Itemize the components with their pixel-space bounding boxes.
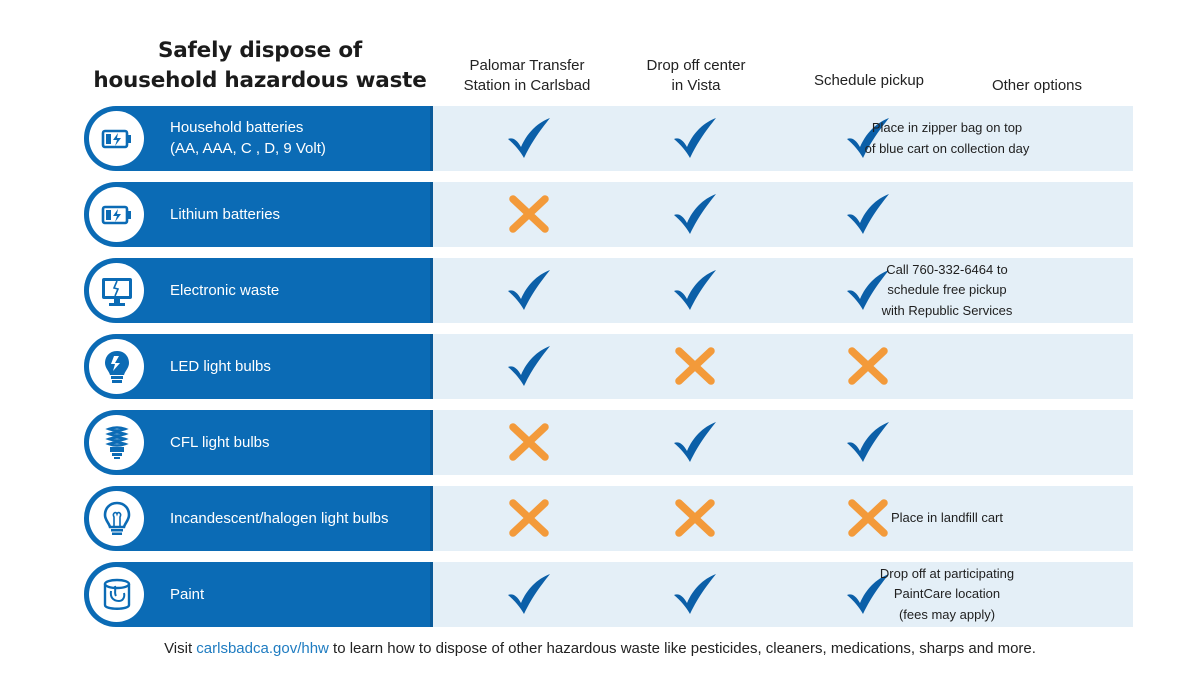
other-option-line: of blue cart on collection day xyxy=(864,140,1030,156)
other-option-line: PaintCare location xyxy=(893,586,1001,602)
column-header-line: Other options xyxy=(991,77,1083,94)
row-header: Paint xyxy=(84,562,433,627)
footer-prefix: Visit xyxy=(164,640,197,657)
check-icon xyxy=(671,571,719,617)
other-option-line: (fees may apply) xyxy=(898,606,996,622)
row-header: CFL light bulbs xyxy=(84,410,433,475)
row-label-line: CFL light bulbs xyxy=(170,434,270,451)
check-icon xyxy=(671,419,719,465)
row-label: Incandescent/halogen light bulbs xyxy=(170,508,389,529)
column-header-palomar: Palomar Transfer Station in Carlsbad xyxy=(442,56,612,96)
footer-note: Visit carlsbadca.gov/hhw to learn how to… xyxy=(0,640,1200,657)
title-line-2: household hazardous waste xyxy=(93,68,427,93)
cross-icon xyxy=(844,495,892,541)
check-icon xyxy=(505,115,553,161)
cross-icon xyxy=(844,343,892,389)
cfl-bulb-icon xyxy=(89,415,144,470)
row-header: Incandescent/halogen light bulbs xyxy=(84,486,433,551)
cross-icon xyxy=(671,495,719,541)
cross-icon xyxy=(671,343,719,389)
row-panel xyxy=(433,486,1133,551)
column-header-line: Station in Carlsbad xyxy=(463,77,591,94)
other-option-text: Call 760-332-6464 to schedule free pickup… xyxy=(852,260,1042,322)
other-option-text: Drop off at participating PaintCare locat… xyxy=(852,564,1042,626)
table-row: CFL light bulbs xyxy=(84,410,1133,475)
battery-icon xyxy=(89,111,144,166)
row-header: Electronic waste xyxy=(84,258,433,323)
row-label: Paint xyxy=(170,584,204,605)
column-header-other: Other options xyxy=(952,76,1122,96)
row-label: Household batteries (AA, AAA, C , D, 9 Vo… xyxy=(170,117,326,159)
table-row: Electronic waste xyxy=(84,258,1133,323)
row-panel xyxy=(433,334,1133,399)
cross-icon xyxy=(505,191,553,237)
row-panel xyxy=(433,410,1133,475)
check-icon xyxy=(844,571,892,617)
battery-icon xyxy=(89,187,144,242)
row-panel xyxy=(433,182,1133,247)
other-option-line: with Republic Services xyxy=(881,302,1013,318)
table-row: Incandescent/halogen light bulbs xyxy=(84,486,1133,551)
page-title: Safely dispose of household hazardous wa… xyxy=(85,36,435,96)
monitor-icon xyxy=(89,263,144,318)
row-header: Lithium batteries xyxy=(84,182,433,247)
row-panel xyxy=(433,106,1133,171)
cross-icon xyxy=(505,495,553,541)
table-row: Household batteries (AA, AAA, C , D, 9 Vo… xyxy=(84,106,1133,171)
other-option-line: schedule free pickup xyxy=(887,282,1007,298)
row-header: LED light bulbs xyxy=(84,334,433,399)
row-panel xyxy=(433,258,1133,323)
table-row: Lithium batteries xyxy=(84,182,1133,247)
column-header-line: Drop off center xyxy=(646,57,746,74)
other-option-line: Place in landfill cart xyxy=(891,510,1003,526)
title-line-1: Safely dispose of xyxy=(157,38,363,63)
incandescent-bulb-icon xyxy=(89,491,144,546)
column-header-vista: Drop off center in Vista xyxy=(611,56,781,96)
check-icon xyxy=(505,267,553,313)
row-panel xyxy=(433,562,1133,627)
row-label-line: Incandescent/halogen light bulbs xyxy=(170,510,389,527)
other-option-line: Place in zipper bag on top xyxy=(871,120,1023,135)
table-row: LED light bulbs xyxy=(84,334,1133,399)
row-label: CFL light bulbs xyxy=(170,432,270,453)
row-label: LED light bulbs xyxy=(170,356,271,377)
cross-icon xyxy=(505,419,553,465)
column-header-schedule: Schedule pickup xyxy=(784,71,954,91)
row-label-line: LED light bulbs xyxy=(170,358,271,375)
row-label-line: (AA, AAA, C , D, 9 Volt) xyxy=(170,140,326,157)
other-option-line: Call 760-332-6464 to xyxy=(886,261,1008,277)
check-icon xyxy=(505,571,553,617)
row-label-line: Electronic waste xyxy=(170,282,280,299)
check-icon xyxy=(671,267,719,313)
led-bulb-icon xyxy=(89,339,144,394)
paint-can-icon xyxy=(89,567,144,622)
footer-link[interactable]: carlsbadca.gov/hhw xyxy=(196,640,329,657)
other-option-text: Place in zipper bag on top of blue cart o… xyxy=(852,118,1042,159)
check-icon xyxy=(844,191,892,237)
footer-suffix: to learn how to dispose of other hazardo… xyxy=(328,640,1036,657)
check-icon xyxy=(671,191,719,237)
other-option-line: Drop off at participating xyxy=(879,565,1015,581)
column-header-line: in Vista xyxy=(671,77,721,94)
column-header-line: Schedule pickup xyxy=(813,72,925,89)
other-option-text: Place in landfill cart xyxy=(852,508,1042,529)
check-icon xyxy=(844,267,892,313)
row-label: Electronic waste xyxy=(170,280,279,301)
check-icon xyxy=(844,115,892,161)
row-label-line: Lithium batteries xyxy=(170,206,281,223)
row-label-line: Paint xyxy=(170,586,205,603)
check-icon xyxy=(671,115,719,161)
row-label: Lithium batteries xyxy=(170,204,280,225)
check-icon xyxy=(505,343,553,389)
row-label-line: Household batteries xyxy=(170,119,304,136)
table-row: Paint xyxy=(84,562,1133,627)
check-icon xyxy=(844,419,892,465)
column-header-line: Palomar Transfer xyxy=(469,57,585,74)
row-header: Household batteries (AA, AAA, C , D, 9 Vo… xyxy=(84,106,433,171)
